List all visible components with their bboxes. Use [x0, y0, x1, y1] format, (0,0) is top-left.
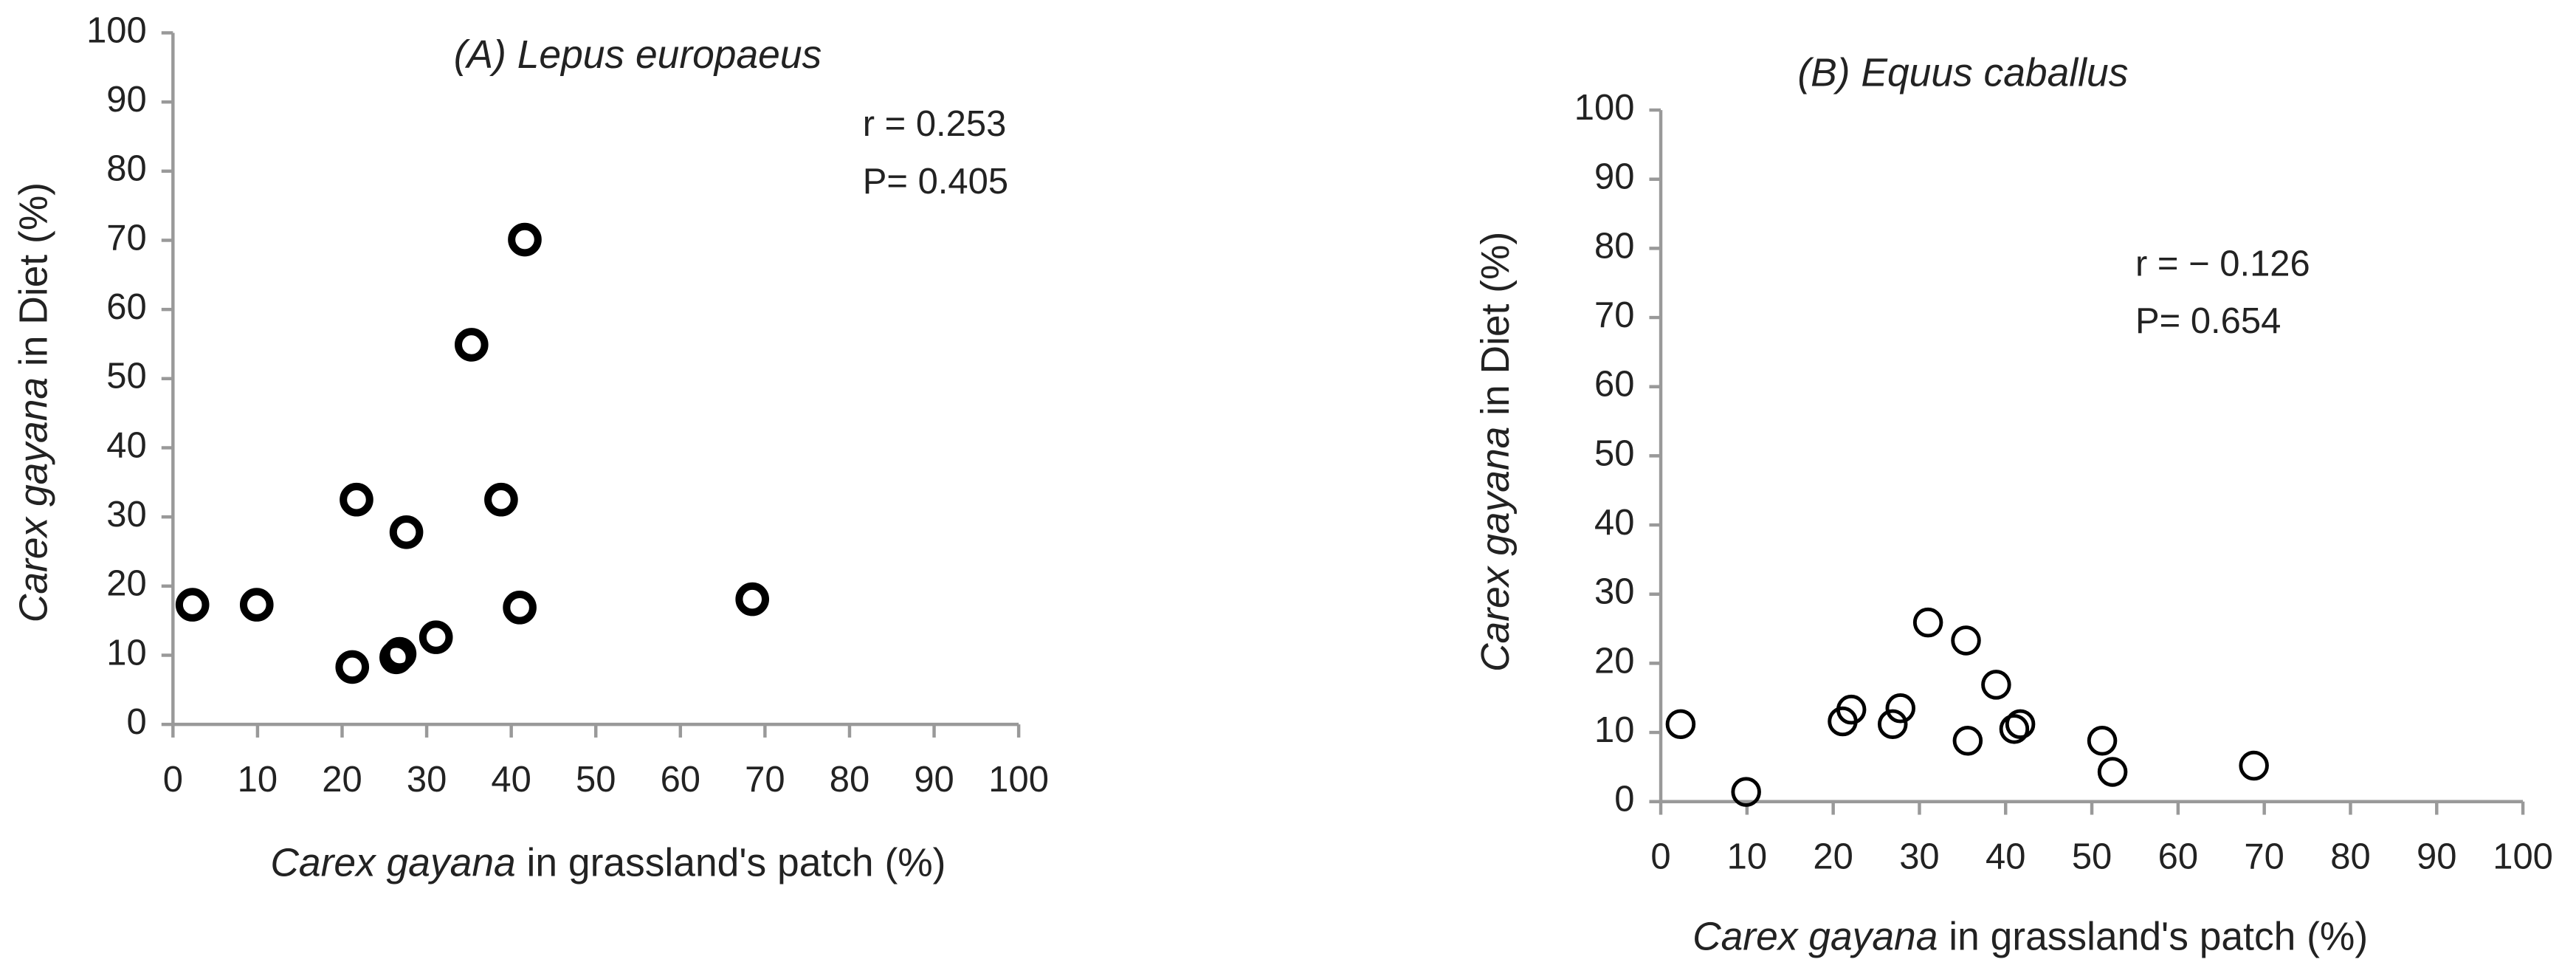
- annotation: P= 0.405: [863, 162, 1008, 202]
- x-tick-label: 80: [2330, 837, 2370, 877]
- y-tick-label: 60: [106, 287, 146, 327]
- data-point: [484, 482, 518, 517]
- x-tick-label: 90: [914, 760, 954, 800]
- chart-title: (A) Lepus europaeus: [454, 33, 822, 77]
- x-tick-label: 40: [491, 760, 531, 800]
- data-point: [1731, 777, 1761, 807]
- y-axis-label-part: in Diet (%): [1474, 232, 1518, 427]
- x-tick-label: 50: [576, 760, 616, 800]
- y-tick-label: 10: [1594, 710, 1634, 750]
- y-tick-label: 0: [1614, 780, 1634, 820]
- chart-title: (B) Equus caballus: [1797, 51, 2128, 95]
- data-point: [735, 582, 770, 616]
- y-axis-label-part: in Diet (%): [13, 182, 56, 377]
- data-point: [389, 515, 424, 549]
- annotation: r = 0.253: [863, 104, 1007, 144]
- x-tick-label: 30: [407, 760, 447, 800]
- x-tick-label: 20: [322, 760, 362, 800]
- y-tick-label: 10: [106, 633, 146, 673]
- data-point: [2087, 726, 2118, 756]
- x-tick-label: 20: [1813, 837, 1853, 877]
- x-tick-label: 0: [163, 760, 183, 800]
- data-point: [1877, 709, 1908, 740]
- x-tick-label: 100: [988, 760, 1049, 800]
- y-tick-label: 70: [1594, 295, 1634, 335]
- x-tick-label: 80: [830, 760, 869, 800]
- data-point: [1981, 670, 2011, 700]
- y-tick-label: 50: [1594, 433, 1634, 473]
- y-tick-label: 20: [106, 564, 146, 604]
- data-point: [508, 222, 542, 257]
- x-tick-label: 90: [2417, 837, 2456, 877]
- data-point: [1665, 709, 1696, 740]
- y-tick-label: 80: [1594, 226, 1634, 266]
- y-tick-label: 100: [1574, 88, 1635, 128]
- x-axis-label-part: in grassland's patch (%): [1938, 916, 2368, 959]
- data-point: [2239, 750, 2269, 781]
- y-axis-label: Carex gayana in Diet (%): [1474, 232, 1518, 672]
- data-point: [2005, 709, 2036, 740]
- data-point: [175, 588, 210, 622]
- y-tick-label: 80: [106, 149, 146, 189]
- data-point: [1952, 726, 1983, 756]
- x-tick-label: 50: [2072, 837, 2112, 877]
- y-tick-label: 40: [106, 425, 146, 465]
- x-tick-label: 10: [1727, 837, 1767, 877]
- y-tick-label: 20: [1594, 641, 1634, 681]
- x-axis-label-part: Carex gayana: [270, 842, 515, 885]
- x-axis-label-part: Carex gayana: [1692, 916, 1938, 959]
- data-point: [239, 588, 274, 622]
- y-tick-label: 30: [1594, 572, 1634, 612]
- y-axis-label: Carex gayana in Diet (%): [13, 182, 56, 622]
- y-tick-label: 100: [86, 10, 147, 50]
- y-tick-label: 40: [1594, 503, 1634, 543]
- y-tick-label: 60: [1594, 365, 1634, 405]
- x-tick-label: 40: [1986, 837, 2025, 877]
- x-tick-label: 10: [238, 760, 278, 800]
- y-axis-label-part: Carex gayana: [13, 377, 56, 622]
- data-point: [335, 650, 370, 684]
- x-axis-label: Carex gayana in grassland's patch (%): [1692, 916, 2368, 959]
- x-tick-label: 0: [1650, 837, 1670, 877]
- data-point: [1885, 693, 1915, 724]
- y-tick-label: 0: [127, 702, 147, 742]
- y-tick-label: 50: [106, 357, 146, 396]
- data-point: [1912, 607, 1943, 638]
- x-tick-label: 70: [2244, 837, 2284, 877]
- x-tick-label: 60: [2158, 837, 2198, 877]
- data-point: [454, 328, 489, 362]
- data-point: [419, 620, 453, 654]
- data-point: [340, 482, 373, 517]
- y-tick-label: 70: [106, 218, 146, 258]
- x-tick-label: 60: [661, 760, 700, 800]
- x-tick-label: 70: [745, 760, 785, 800]
- scatter-chart: 0 10 20 30 40 50 60 70 80 90 100 0 10 20 30 40 50 60 70 80 9…: [13, 10, 1049, 884]
- y-tick-label: 90: [106, 80, 146, 120]
- data-point: [503, 591, 537, 625]
- y-axis-label-part: Carex gayana: [1474, 427, 1518, 672]
- scatter-chart: 0 10 20 30 40 50 60 70 80 90 100 0 10 20 30 40 50 60 70 80 9…: [1474, 51, 2553, 958]
- y-tick-label: 30: [106, 495, 146, 535]
- y-tick-label: 90: [1594, 157, 1634, 197]
- x-axis-label: Carex gayana in grassland's patch (%): [270, 842, 946, 885]
- x-tick-label: 100: [2493, 837, 2553, 877]
- data-point: [2097, 757, 2128, 787]
- annotation: P= 0.654: [2135, 301, 2281, 341]
- data-point: [382, 636, 417, 671]
- annotation: r = − 0.126: [2135, 244, 2310, 284]
- x-tick-label: 30: [1899, 837, 1939, 877]
- x-axis-label-part: in grassland's patch (%): [516, 842, 946, 885]
- data-point: [1836, 694, 1867, 725]
- data-point: [1999, 714, 2030, 744]
- data-point: [1951, 625, 1981, 656]
